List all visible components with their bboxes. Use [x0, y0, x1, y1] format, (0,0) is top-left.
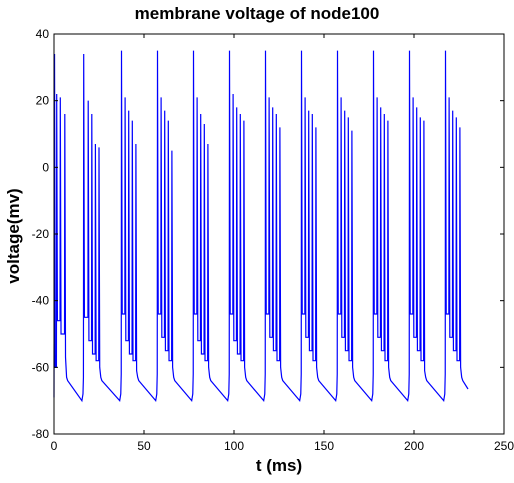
x-tick-label: 200	[404, 439, 424, 453]
y-axis-label: voltage(mv)	[4, 188, 23, 284]
chart-title: membrane voltage of node100	[134, 4, 380, 23]
y-tick-label: 0	[42, 160, 49, 174]
x-axis-label: t (ms)	[255, 456, 303, 475]
x-tick-label: 100	[224, 439, 244, 453]
y-tick-label: -20	[32, 227, 50, 241]
voltage-trace-line	[53, 50, 469, 403]
x-tick-label: 250	[494, 439, 514, 453]
x-tick-label: 0	[51, 439, 58, 453]
y-tick-label: -60	[32, 360, 50, 374]
y-tick-label: -80	[32, 427, 50, 441]
y-tick-label: 20	[36, 94, 50, 108]
y-tick-label: -40	[32, 294, 50, 308]
x-tick-label: 150	[314, 439, 334, 453]
y-tick-label: 40	[36, 27, 50, 41]
x-tick-label: 50	[137, 439, 151, 453]
